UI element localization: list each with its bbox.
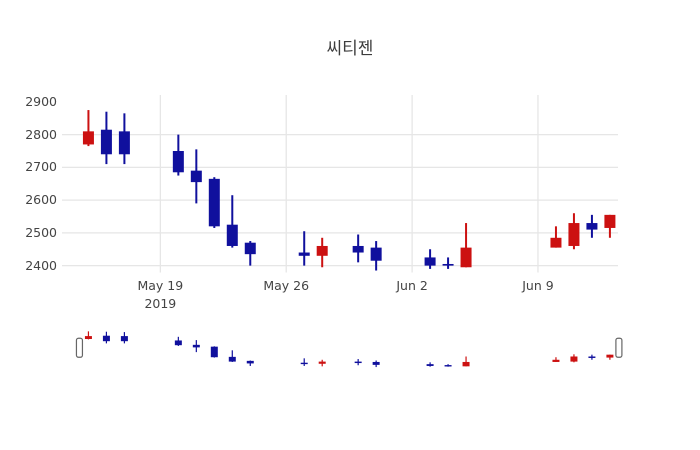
- y-tick-label: 2900: [25, 93, 57, 109]
- mini-candle-body: [444, 365, 452, 367]
- candle-body[interactable]: [298, 252, 310, 256]
- mini-candle-body: [192, 344, 200, 348]
- mini-candle-body: [84, 336, 92, 340]
- x-tick-line1: May 26: [263, 278, 310, 293]
- candle-body[interactable]: [586, 223, 598, 230]
- y-tick-label: 2500: [25, 224, 57, 240]
- y-tick-label: 2800: [25, 126, 57, 142]
- mini-candle-body: [426, 364, 434, 366]
- mini-candle-body: [300, 362, 308, 365]
- candle-body[interactable]: [190, 170, 202, 183]
- mini-candle-body: [462, 361, 470, 367]
- mini-candle-body: [210, 346, 218, 358]
- x-tick-label: May 26: [244, 277, 328, 295]
- candle-body[interactable]: [82, 131, 94, 145]
- candle-body[interactable]: [604, 214, 616, 228]
- candle-body[interactable]: [550, 237, 562, 248]
- x-tick-label: Jun 9: [496, 277, 580, 295]
- candle-body[interactable]: [100, 129, 112, 155]
- candle-body[interactable]: [460, 247, 472, 268]
- mini-candle-body: [102, 335, 110, 342]
- x-tick-line1: Jun 2: [396, 278, 428, 293]
- x-tick-line1: May 19: [137, 278, 184, 293]
- mini-candle-body: [372, 361, 380, 365]
- mini-candle-body: [354, 361, 362, 364]
- mini-candle-body: [228, 356, 236, 362]
- candle-body[interactable]: [370, 247, 382, 261]
- chart-title: 씨티젠: [326, 39, 374, 59]
- mini-candle-body: [120, 336, 128, 342]
- rangeslider-track[interactable]: [62, 328, 618, 368]
- candle-body[interactable]: [568, 223, 580, 246]
- rangeslider-handle-left[interactable]: [75, 337, 84, 358]
- candle-body[interactable]: [226, 224, 238, 246]
- x-tick-line1: Jun 9: [522, 278, 554, 293]
- candle-body[interactable]: [244, 242, 256, 255]
- candle-body[interactable]: [442, 263, 454, 266]
- x-tick-line2: 2019: [144, 296, 177, 311]
- x-tick-label: Jun 2: [370, 277, 454, 295]
- candle-body[interactable]: [208, 178, 220, 227]
- y-tick-label: 2600: [25, 192, 57, 208]
- mini-candle-body: [246, 360, 254, 364]
- mini-candle-body: [570, 356, 578, 362]
- candle-body[interactable]: [118, 131, 130, 155]
- mini-candle-body: [606, 354, 614, 358]
- mini-candle-body: [552, 359, 560, 362]
- candle-body[interactable]: [352, 245, 364, 253]
- mini-candle-body: [174, 340, 182, 346]
- y-tick-label: 2700: [25, 159, 57, 175]
- x-tick-label: May 19 2019: [118, 277, 202, 313]
- rangeslider-handle-right[interactable]: [615, 337, 623, 358]
- candle-body[interactable]: [172, 151, 184, 173]
- mini-candle-body: [318, 361, 326, 364]
- candle-body[interactable]: [316, 245, 328, 256]
- candle-body[interactable]: [424, 257, 436, 266]
- mini-candle-body: [588, 356, 596, 358]
- y-tick-label: 2400: [25, 257, 57, 273]
